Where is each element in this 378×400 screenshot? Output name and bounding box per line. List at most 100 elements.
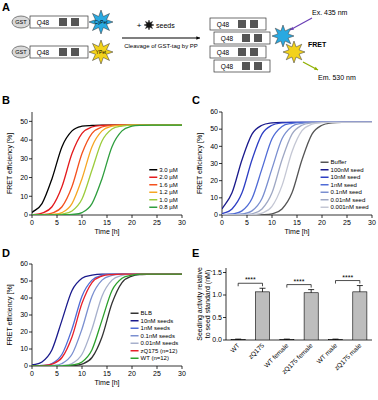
y-tick-label: 40 — [20, 294, 28, 301]
y-axis-label: FRET efficiency [%] — [196, 133, 204, 194]
legend-swatch — [321, 177, 329, 179]
y-tick-label: 30 — [210, 160, 218, 167]
x-tick-label: 30 — [178, 370, 186, 377]
polyq-box — [210, 46, 266, 58]
bar — [328, 339, 342, 340]
y-tick-label: 30 — [20, 311, 28, 318]
reaction-arrow-head — [196, 36, 200, 39]
series-line — [32, 125, 182, 215]
x-tick-label: 30 — [368, 219, 376, 226]
plus-sign: + — [137, 21, 142, 30]
y-tick — [219, 163, 222, 164]
legend-swatch — [149, 169, 157, 171]
x-tick-label: 20 — [318, 219, 326, 226]
fluorophore-star — [89, 40, 113, 64]
series-line — [222, 122, 372, 215]
legend-swatch — [321, 184, 329, 186]
x-tick — [82, 215, 83, 218]
fret-label: FRET — [308, 41, 327, 48]
x-tick — [57, 215, 58, 218]
panel-label: A — [2, 1, 10, 13]
x-axis-label: Time [h] — [284, 228, 309, 236]
legend-label: 1.2 µM — [159, 189, 177, 195]
x-tick — [157, 366, 158, 369]
proline-region — [59, 18, 67, 26]
legend-label: 0.8 µM — [159, 204, 177, 210]
legend-label: 1nM seed — [331, 182, 357, 188]
error-bar — [333, 339, 339, 340]
series-line — [32, 274, 182, 366]
series-line — [32, 274, 182, 366]
x-tick-label: 20 — [128, 370, 136, 377]
polyq-label: Q48 — [217, 21, 230, 29]
proline-region — [250, 48, 258, 56]
y-tick-label: 0 — [24, 211, 28, 218]
y-tick — [29, 140, 32, 141]
y-tick-label: 50 — [20, 277, 28, 284]
x-tick — [132, 215, 133, 218]
x-tick — [107, 215, 108, 218]
series-line — [32, 125, 182, 215]
y-tick-label: 0.5 — [212, 314, 222, 321]
y-tick — [223, 340, 226, 341]
series-line — [222, 122, 372, 214]
polyq-label: Q48 — [37, 49, 50, 57]
y-tick-label: 60 — [20, 260, 28, 267]
legend-label: 0.1nM seed — [331, 189, 362, 195]
proline-region — [254, 62, 262, 70]
y-tick-label: 20 — [20, 174, 28, 181]
bar — [280, 339, 294, 340]
x-tick-label: 5 — [245, 219, 249, 226]
x-tick-label: WT — [229, 342, 241, 354]
legend-label: 10nM seed — [331, 174, 361, 180]
error-bar — [260, 288, 266, 292]
y-axis-label-line: to seed standard (nM) — [204, 270, 212, 338]
x-tick — [32, 366, 33, 369]
x-tick — [297, 215, 298, 218]
legend-swatch — [131, 358, 139, 360]
legend-swatch — [321, 199, 329, 201]
x-tick — [182, 366, 183, 369]
excitation-arrow — [290, 18, 312, 30]
y-tick-label: 0 — [24, 362, 28, 369]
bar-group — [231, 286, 367, 340]
gst-label: GST — [15, 49, 27, 55]
y-tick-label: 20 — [20, 328, 28, 335]
legend-label: 0.1nM seeds — [141, 333, 175, 339]
y-tick — [219, 112, 222, 113]
bar — [304, 293, 318, 340]
legend-swatch — [131, 350, 139, 352]
x-tick-label: 0 — [30, 219, 34, 226]
x-tick-label: 30 — [178, 219, 186, 226]
panel-label: B — [2, 94, 10, 106]
panel-label: D — [2, 247, 10, 259]
series-group — [32, 274, 182, 366]
y-axis — [226, 268, 227, 340]
x-tick-label: 25 — [343, 219, 351, 226]
legend-label: BLB — [141, 310, 152, 316]
series-line — [32, 125, 182, 215]
proline-region — [71, 18, 79, 26]
x-tick — [372, 215, 373, 218]
fluorophore-label: CyPet — [94, 20, 108, 25]
y-tick-label: 50 — [20, 118, 28, 125]
x-axis — [226, 340, 372, 341]
error-bar — [235, 339, 241, 340]
y-tick — [29, 281, 32, 282]
series-line — [222, 122, 372, 215]
figure: AGSTQ48CyPetGSTQ48YPet+seedsCleavage of … — [0, 0, 378, 400]
x-tick — [32, 215, 33, 218]
x-tick-label: WT male — [315, 341, 339, 365]
panel-a: AGSTQ48CyPetGSTQ48YPet+seedsCleavage of … — [2, 1, 356, 81]
y-tick-label: 10 — [20, 193, 28, 200]
y-axis-label: Seeding activity relativeto seed standar… — [196, 267, 212, 341]
y-tick-label: 1.0 — [212, 291, 222, 298]
seed-star — [144, 20, 154, 30]
x-tick-label: 0 — [220, 219, 224, 226]
error-bar — [284, 339, 290, 340]
polyq-box — [214, 60, 270, 72]
legend-swatch — [131, 343, 139, 345]
legend-swatch — [149, 192, 157, 194]
series-line — [32, 125, 182, 215]
x-tick — [222, 215, 223, 218]
